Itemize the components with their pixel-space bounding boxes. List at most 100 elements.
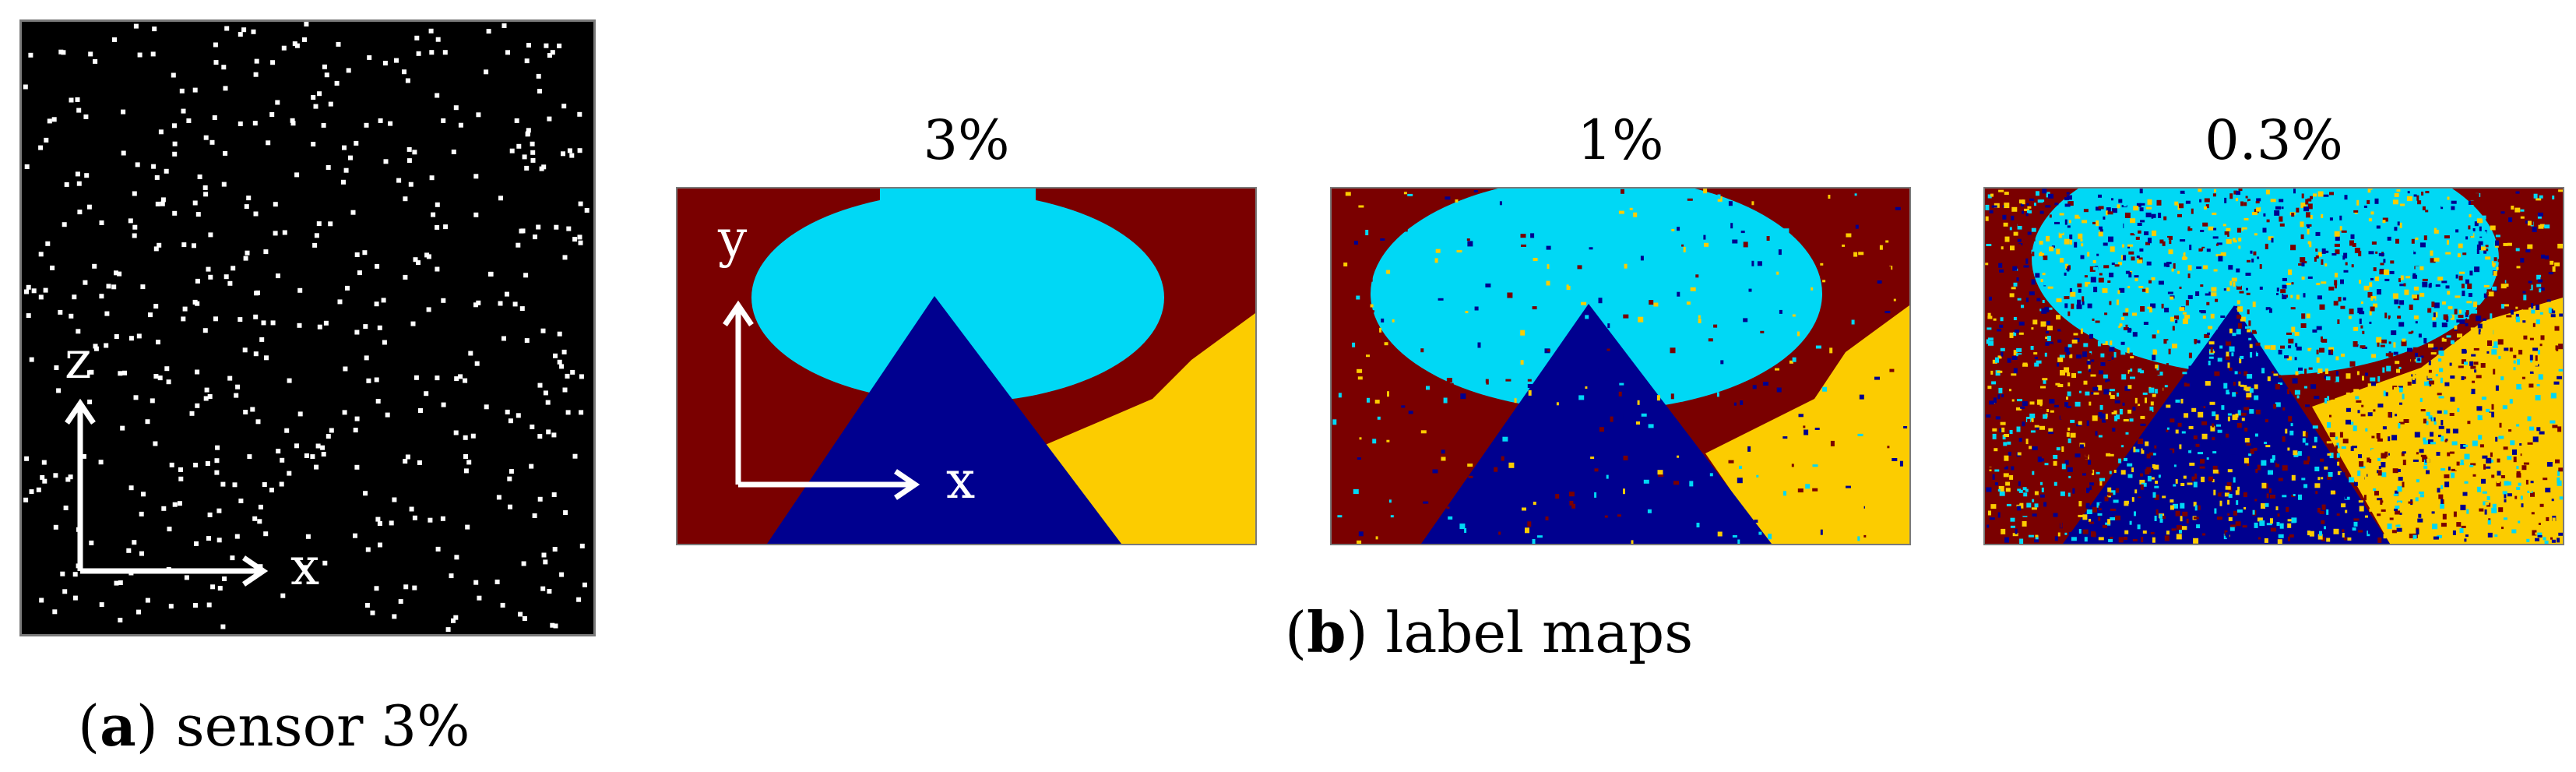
- noise-speck: [2397, 221, 2400, 226]
- noise-speck: [2424, 375, 2427, 382]
- noise-speck: [2521, 449, 2527, 453]
- noise-speck: [2398, 466, 2401, 469]
- sensor-point: [212, 115, 217, 120]
- noise-speck: [2194, 473, 2198, 479]
- noise-speck: [2087, 252, 2090, 257]
- sensor-point: [302, 37, 307, 42]
- noise-speck: [1585, 315, 1589, 319]
- sensor-point: [26, 313, 31, 319]
- noise-speck: [1717, 531, 1723, 537]
- noise-speck: [2078, 202, 2082, 208]
- noise-speck: [2532, 323, 2536, 327]
- sensor-point: [324, 72, 329, 78]
- noise-speck: [2029, 291, 2035, 296]
- noise-speck: [2472, 228, 2476, 231]
- noise-speck: [2342, 319, 2347, 325]
- sensor-point: [214, 470, 220, 475]
- noise-speck: [2044, 463, 2049, 466]
- noise-speck: [2543, 537, 2546, 541]
- noise-speck: [2514, 207, 2521, 213]
- noise-speck: [1594, 492, 1597, 498]
- noise-speck: [2295, 343, 2298, 347]
- noise-speck: [1343, 263, 1348, 266]
- noise-speck: [1648, 424, 1654, 428]
- noise-speck: [2437, 354, 2441, 358]
- sensor-point: [241, 27, 247, 33]
- noise-speck: [1637, 400, 1640, 405]
- noise-speck: [2373, 409, 2376, 412]
- noise-speck: [2317, 534, 2323, 540]
- noise-speck: [1642, 218, 1649, 220]
- noise-speck: [2354, 248, 2360, 253]
- sensor-point: [561, 151, 565, 157]
- noise-speck: [2255, 342, 2261, 346]
- noise-speck: [1999, 269, 2004, 273]
- noise-speck: [2227, 416, 2230, 421]
- noise-speck: [2487, 520, 2491, 525]
- noise-speck: [2075, 401, 2081, 407]
- noise-speck: [2377, 470, 2382, 476]
- noise-speck: [2387, 523, 2392, 530]
- noise-speck: [2369, 459, 2372, 464]
- noise-speck: [2483, 231, 2487, 235]
- noise-speck: [1990, 504, 1997, 509]
- noise-speck: [2039, 494, 2045, 498]
- noise-speck: [2212, 465, 2218, 470]
- noise-speck: [2445, 223, 2450, 227]
- noise-speck: [2068, 220, 2071, 224]
- noise-speck: [2414, 229, 2420, 234]
- noise-speck: [2252, 301, 2256, 308]
- sensor-point: [584, 208, 589, 213]
- noise-speck: [2233, 240, 2237, 243]
- noise-speck: [2205, 291, 2211, 296]
- noise-speck: [2059, 213, 2064, 216]
- sensor-point: [58, 49, 64, 55]
- noise-speck: [1451, 382, 1454, 387]
- noise-speck: [2465, 486, 2470, 492]
- noise-speck: [2131, 497, 2134, 502]
- noise-speck: [2166, 238, 2169, 241]
- noise-speck: [2046, 320, 2050, 325]
- noise-speck: [2006, 211, 2010, 215]
- noise-speck: [2022, 421, 2025, 427]
- sensor-point: [416, 51, 421, 56]
- noise-speck: [2248, 200, 2254, 203]
- sensor-point: [375, 399, 381, 404]
- noise-speck: [2387, 236, 2391, 241]
- noise-speck: [1797, 331, 1800, 337]
- noise-speck: [2082, 197, 2085, 203]
- noise-speck: [2026, 203, 2029, 206]
- sensor-point: [135, 162, 140, 167]
- noise-speck: [2385, 302, 2389, 308]
- noise-speck: [1708, 338, 1713, 342]
- noise-speck: [2005, 481, 2011, 486]
- noise-speck: [1498, 531, 1501, 535]
- noise-speck: [2034, 539, 2039, 543]
- noise-speck: [2120, 470, 2126, 475]
- noise-speck: [2013, 368, 2018, 374]
- noise-speck: [2035, 534, 2039, 538]
- noise-speck: [2212, 437, 2215, 441]
- noise-speck: [2069, 369, 2072, 373]
- sensor-point: [410, 321, 416, 326]
- noise-speck: [2415, 321, 2418, 324]
- noise-speck: [2261, 482, 2267, 488]
- sensor-point: [314, 464, 319, 470]
- sensor-point: [532, 513, 537, 518]
- noise-speck: [1677, 455, 1680, 458]
- noise-speck: [2486, 351, 2490, 354]
- noise-speck: [2554, 358, 2557, 364]
- sensor-point: [252, 121, 258, 126]
- noise-speck: [2099, 502, 2106, 509]
- noise-speck: [2447, 196, 2450, 200]
- noise-speck: [1527, 384, 1533, 388]
- noise-speck: [2215, 414, 2219, 420]
- noise-speck: [2367, 199, 2370, 204]
- sensor-point: [139, 511, 144, 516]
- noise-speck: [2154, 516, 2157, 521]
- noise-speck: [2458, 275, 2463, 280]
- noise-speck: [2453, 511, 2457, 517]
- label-map-3pct: y x: [676, 187, 1257, 545]
- noise-speck: [2539, 503, 2544, 507]
- noise-speck: [2395, 361, 2400, 365]
